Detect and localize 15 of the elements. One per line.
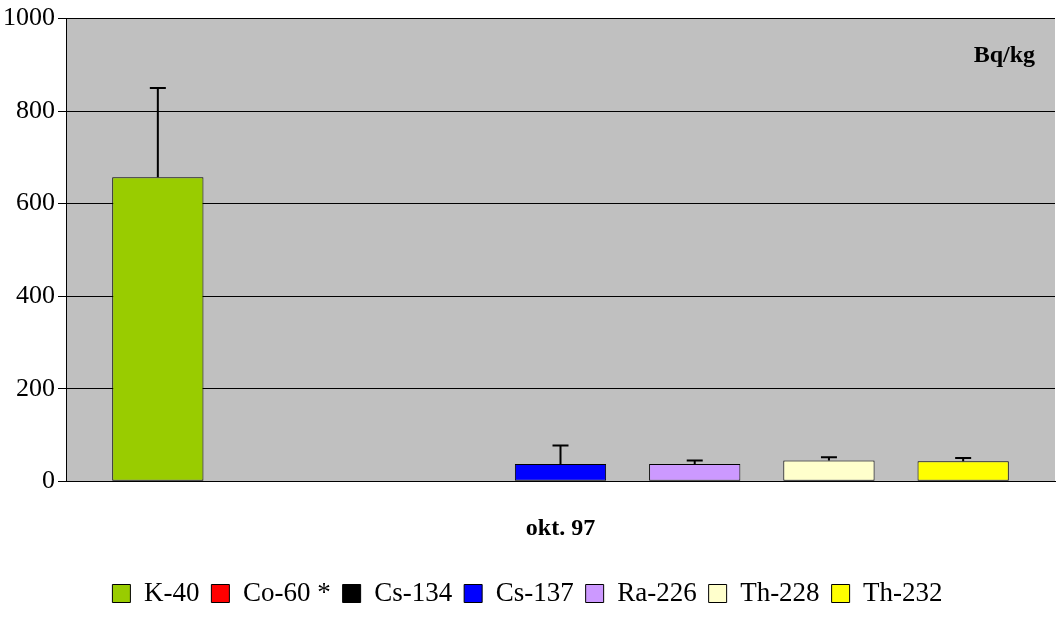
x-tick-label: okt. 97 <box>525 513 596 540</box>
legend-label: Co-60 * <box>242 576 331 607</box>
legend-label: Ra-226 <box>617 576 697 607</box>
legend-label: Cs-137 <box>495 576 574 607</box>
legend-label: K-40 <box>143 576 200 607</box>
y-tick-label: 1000 <box>3 2 55 32</box>
y-tick-label: 600 <box>16 187 55 217</box>
legend-label: Cs-134 <box>374 576 453 607</box>
y-tick-label: 400 <box>16 279 55 309</box>
y-tick-label: 0 <box>42 465 55 495</box>
annotation: Bq/kg <box>973 40 1035 67</box>
y-tick-label: 800 <box>16 94 55 124</box>
legend-label: Th-228 <box>740 576 820 607</box>
legend-label: Th-232 <box>863 576 943 607</box>
y-tick-label: 200 <box>16 372 55 402</box>
